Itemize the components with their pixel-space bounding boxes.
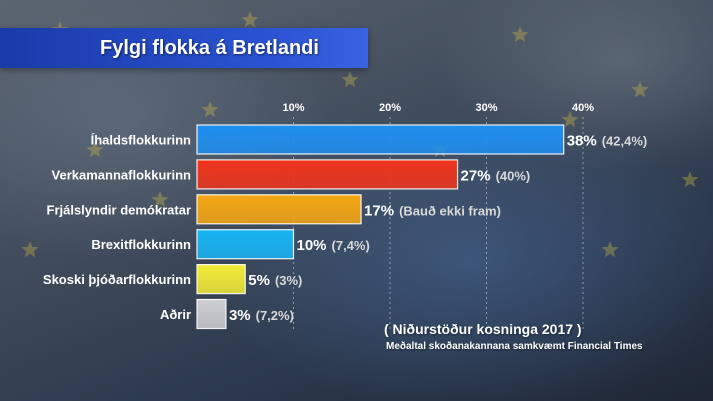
background-star-icon xyxy=(631,81,649,98)
title-banner: Fylgi flokka á Bretlandi xyxy=(0,28,368,68)
chart-title: Fylgi flokka á Bretlandi xyxy=(100,37,319,59)
bar xyxy=(196,264,246,295)
background-star-icon xyxy=(681,171,699,188)
previous-result-label: (40%) xyxy=(496,168,531,183)
category-label: Skoski þjóðarflokkurinn xyxy=(43,272,191,287)
bar xyxy=(196,124,565,155)
previous-result-label: (7,4%) xyxy=(332,238,370,253)
background-star-icon xyxy=(601,241,619,258)
background-star-icon xyxy=(561,111,579,128)
previous-result-label: (3%) xyxy=(275,273,302,288)
background-star-icon xyxy=(21,241,39,258)
x-tick-label: 10% xyxy=(282,102,304,114)
source-note-sub: Meðaltal skoðanakannana samkvæmt Financi… xyxy=(386,341,643,352)
value-label: 38% xyxy=(567,133,597,150)
category-label: Íhaldsflokkurinn xyxy=(91,133,191,148)
previous-result-label: (42,4%) xyxy=(602,134,648,149)
x-tick-label: 20% xyxy=(379,102,401,114)
category-label: Frjálslyndir demókratar xyxy=(47,202,192,217)
value-label: 3% xyxy=(229,307,251,324)
source-note-main: ( Niðurstöður kosninga 2017 ) xyxy=(384,321,582,337)
category-label: Verkamannaflokkurinn xyxy=(52,167,191,182)
background-star-icon xyxy=(341,71,359,88)
background-star-icon xyxy=(201,101,219,118)
bar xyxy=(196,159,459,190)
previous-result-label: (Bauð ekki fram) xyxy=(399,203,501,218)
value-label: 5% xyxy=(248,272,270,289)
background-star-icon xyxy=(151,191,169,208)
category-label: Aðrir xyxy=(160,307,191,322)
bar xyxy=(196,298,227,330)
x-tick-label: 40% xyxy=(572,102,594,114)
value-label: 17% xyxy=(364,202,394,219)
x-tick-label: 30% xyxy=(475,102,497,114)
background-star-icon xyxy=(86,141,104,158)
value-label: 10% xyxy=(297,237,327,254)
bar xyxy=(196,229,295,260)
background-star-icon xyxy=(241,11,259,28)
previous-result-label: (7,2%) xyxy=(256,308,294,323)
category-label: Brexitflokkurinn xyxy=(91,237,191,252)
value-label: 27% xyxy=(461,167,491,184)
bar xyxy=(196,194,362,225)
background-star-icon xyxy=(511,26,529,43)
